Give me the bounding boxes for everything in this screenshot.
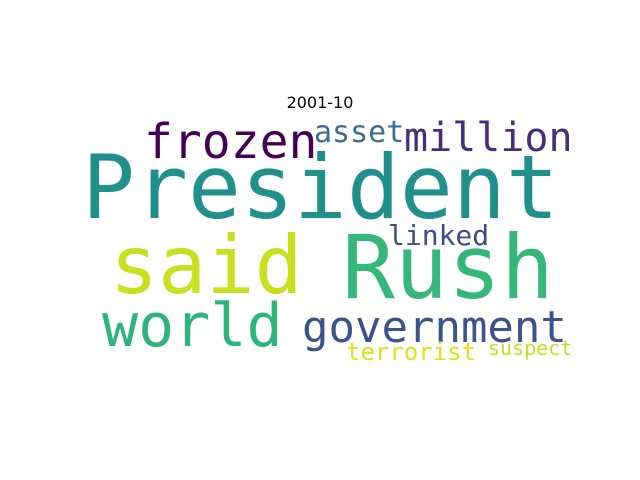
word-frozen: frozen: [144, 114, 318, 170]
word-president: President: [82, 136, 559, 239]
word-terrorist: terrorist: [346, 338, 477, 366]
word-world: world: [102, 291, 283, 361]
word-government: government: [302, 302, 567, 353]
word-million: million: [404, 115, 573, 161]
word-linked: linked: [388, 219, 490, 252]
word-cloud: President said Rush world government fro…: [82, 114, 576, 366]
word-asset: asset: [314, 115, 405, 150]
word-said: said: [110, 219, 303, 312]
chart-title: 2001-10: [286, 93, 354, 112]
word-suspect: suspect: [488, 336, 573, 360]
word-rush: Rush: [342, 216, 554, 319]
